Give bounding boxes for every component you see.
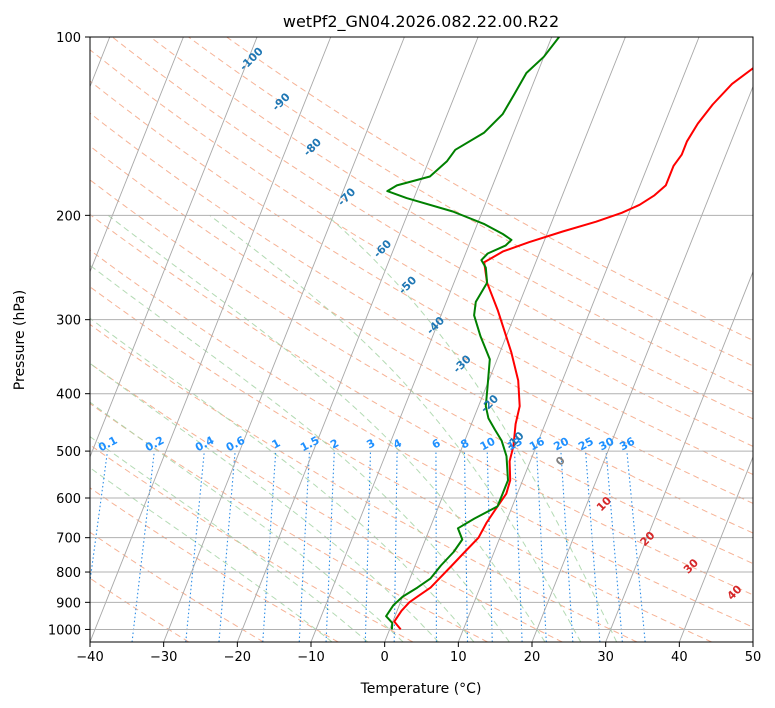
mixing-ratio-label: 20 [551,435,571,454]
dry-adiabat-line [150,37,753,393]
y-axis-label: Pressure (hPa) [12,290,28,390]
y-tick-label: 700 [56,532,81,547]
mixing-ratio-line [131,451,155,642]
x-axis-label: Temperature (°C) [360,681,482,697]
isotherm-line [752,640,753,642]
sounding-profiles [385,37,753,631]
y-tick-label: 900 [56,596,81,611]
dry-adiabat-line [90,286,712,642]
dry-adiabat-line [90,402,488,642]
dewpoint-profile-line [385,37,560,630]
isotherms [90,37,753,642]
x-tick-label: 30 [597,650,614,665]
isotherm-line [90,37,258,459]
moist-adiabat-line [326,214,618,642]
isotherm-line [531,85,753,642]
dry-adiabat-line [90,145,753,534]
x-axis-ticks: −40 −30 −20 −10 0 10 20 30 40 50 [76,642,761,665]
chart-title: wetPf2_GN04.2026.082.22.00.R22 [283,12,559,32]
isotherm-line [457,37,700,642]
mixing-ratio-lines [90,451,646,642]
plot-frame [89,36,754,643]
isotherm-line [384,37,626,642]
x-tick-label: −40 [76,650,103,665]
x-tick-label: 20 [524,650,541,665]
mixing-ratio-label: 16 [527,435,547,454]
x-tick-label: 50 [745,650,762,665]
y-tick-label: 200 [56,209,81,224]
moist-adiabat-line [90,264,510,642]
dry-adiabat-line [90,362,563,642]
y-axis-ticks: 100 200 300 400 500 600 700 800 900 1000 [48,31,90,638]
y-tick-label: 600 [56,492,81,507]
x-tick-label: 40 [671,650,688,665]
isotherm-line [236,37,479,642]
y-tick-label: 400 [56,388,81,403]
isotherm-line [90,37,184,273]
isobars [90,37,753,630]
mixing-ratio-line [90,451,109,586]
mixing-ratio-label: 25 [576,435,596,454]
mixing-ratio-label: 10 [478,435,498,454]
x-tick-label: −20 [224,650,251,665]
dry-adiabat-line [90,213,753,596]
mixing-ratio-label: 30 [597,435,617,454]
dry-adiabat-line [90,249,753,628]
y-tick-label: 1000 [48,623,81,638]
moist-adiabats [90,214,618,642]
x-tick-label: −10 [297,650,324,665]
dry-adiabat-line [111,37,753,420]
moist-adiabat-line [90,362,439,642]
y-tick-label: 800 [56,566,81,581]
moist-adiabat-line [90,436,369,642]
moist-adiabat-line [90,317,475,642]
dry-adiabat-line [90,531,264,642]
plot-area: 0.1 0.2 0.4 0.6 1 1.5 2 3 4 6 8 10 13 16 20 25 30 36-100-… [90,37,753,642]
y-tick-label: 500 [56,445,81,460]
dry-adiabats [90,37,753,642]
mixing-ratio-label: 36 [617,435,637,454]
y-tick-label: 100 [56,31,81,46]
isotherm-line [678,455,753,642]
moist-adiabat-line [90,401,404,642]
x-tick-label: 0 [381,650,389,665]
temperature-profile-line [393,67,753,631]
moist-adiabat-line [90,467,333,642]
x-tick-label: 10 [450,650,467,665]
y-tick-label: 300 [56,314,81,329]
dry-adiabat-line [90,179,753,565]
isotherm-line [605,270,753,642]
dry-adiabat-line [90,49,753,447]
dry-adiabat-line [90,487,339,642]
isotherm-line [163,37,405,642]
isotherm-line [90,37,332,642]
x-tick-label: −30 [150,650,177,665]
isotherm-line [310,37,553,642]
dry-adiabat-line [226,37,753,341]
mixing-ratio-label: 13 [505,435,525,454]
dry-adiabat-line [90,323,638,642]
moist-adiabat-line [209,214,582,642]
